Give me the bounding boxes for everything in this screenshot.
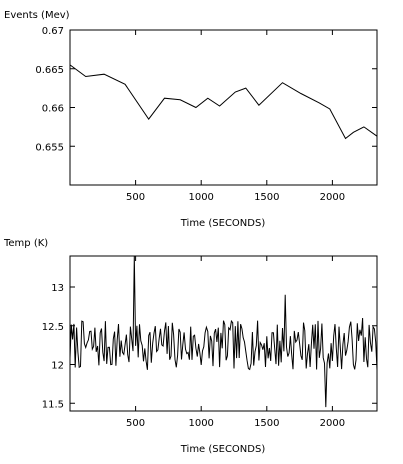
temp-y-tick-label: 12.5: [42, 322, 64, 333]
events-x-tick-label: 2000: [320, 192, 345, 203]
temp-x-ticks: 500 1000 1500 2000: [126, 256, 345, 429]
events-plot-frame: [69, 29, 378, 186]
temp-y-tick-label: 13: [51, 283, 64, 294]
events-x-axis-label: Time (SECONDS): [180, 218, 266, 229]
events-panel-title: Events (Mev): [4, 10, 70, 21]
temp-plot-frame: [69, 255, 378, 412]
events-x-tick-label: 500: [126, 192, 145, 203]
temp-series-line: [69, 255, 378, 408]
temp-panel-title: Temp (K): [3, 238, 48, 249]
events-y-ticks: 0.655 0.66 0.665 0.67: [35, 26, 377, 153]
temp-x-tick-label: 2000: [320, 418, 345, 429]
events-x-tick-label: 1500: [254, 192, 279, 203]
events-y-tick-label: 0.665: [35, 65, 64, 76]
events-y-tick-label: 0.655: [35, 142, 64, 153]
temp-x-tick-label: 500: [126, 418, 145, 429]
events-series-line: [69, 64, 378, 140]
events-y-tick-label: 0.66: [42, 104, 64, 115]
temp-y-tick-label: 12: [51, 361, 64, 372]
events-x-tick-label: 1000: [188, 192, 213, 203]
temp-x-tick-label: 1000: [188, 418, 213, 429]
temp-y-tick-label: 11.5: [42, 399, 64, 410]
temp-x-tick-label: 1500: [254, 418, 279, 429]
temp-panel: Temp (K) 11.5 12 12.5 13 500 1000 1500 2000 Ti…: [3, 238, 378, 455]
events-x-ticks: 500 1000 1500 2000: [126, 30, 345, 203]
events-panel: Events (Mev) 0.655 0.66 0.665 0.67 500 1000 1…: [4, 10, 378, 229]
temp-x-axis-label: Time (SECONDS): [180, 444, 266, 455]
events-y-tick-label: 0.67: [42, 26, 64, 37]
